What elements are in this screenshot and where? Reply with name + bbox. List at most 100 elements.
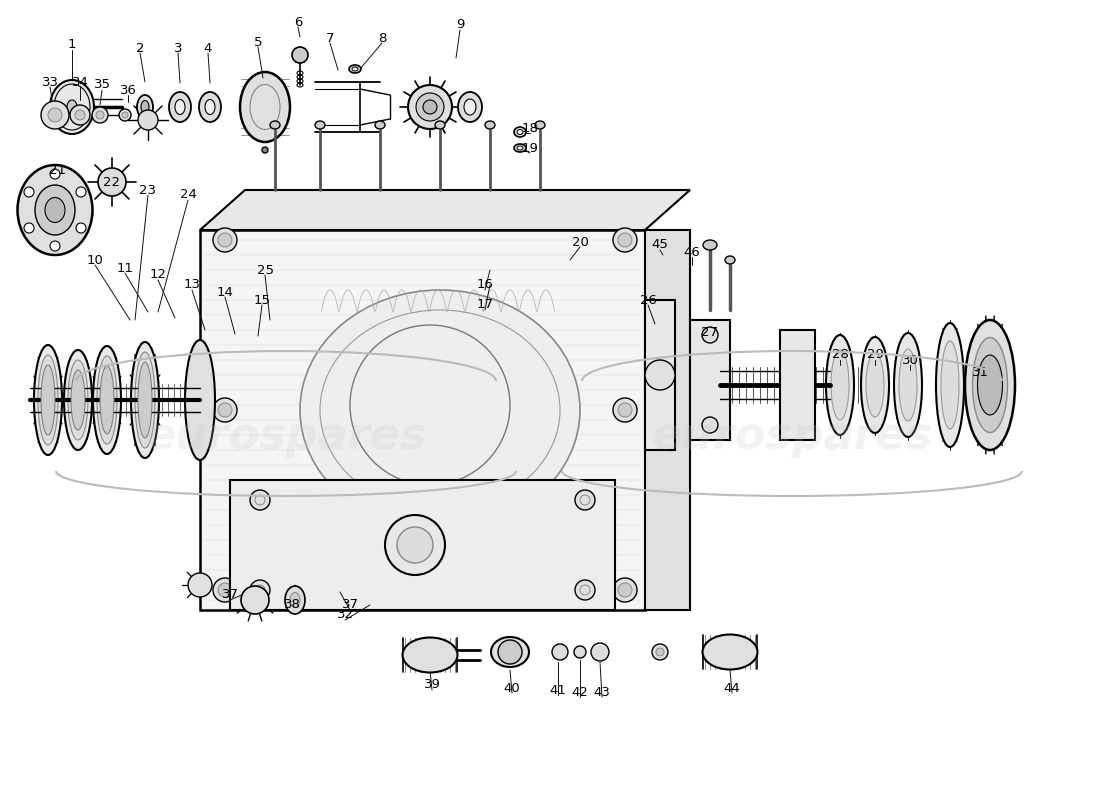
Text: 15: 15 xyxy=(253,294,271,306)
Text: 10: 10 xyxy=(87,254,103,266)
Circle shape xyxy=(250,580,270,600)
Ellipse shape xyxy=(240,72,290,142)
Ellipse shape xyxy=(45,198,65,222)
Bar xyxy=(690,320,730,440)
Circle shape xyxy=(385,515,446,575)
Circle shape xyxy=(613,398,637,422)
Ellipse shape xyxy=(464,99,476,115)
Ellipse shape xyxy=(100,366,114,434)
Ellipse shape xyxy=(703,634,758,670)
Ellipse shape xyxy=(940,341,959,429)
Circle shape xyxy=(241,586,270,614)
Text: 35: 35 xyxy=(94,78,110,91)
Ellipse shape xyxy=(97,356,117,444)
Ellipse shape xyxy=(50,80,94,134)
Text: 36: 36 xyxy=(120,83,136,97)
Ellipse shape xyxy=(375,121,385,129)
Circle shape xyxy=(119,109,131,121)
Circle shape xyxy=(656,648,664,656)
Ellipse shape xyxy=(514,144,526,152)
Ellipse shape xyxy=(35,185,75,235)
Ellipse shape xyxy=(403,638,458,673)
Circle shape xyxy=(552,644,568,660)
Text: 4: 4 xyxy=(204,42,212,54)
Text: 23: 23 xyxy=(140,183,156,197)
Text: eurospares: eurospares xyxy=(651,414,933,458)
Ellipse shape xyxy=(514,127,526,137)
Text: 19: 19 xyxy=(521,142,538,154)
Circle shape xyxy=(262,147,268,153)
Text: 5: 5 xyxy=(254,35,262,49)
Ellipse shape xyxy=(72,370,85,430)
Text: 22: 22 xyxy=(103,175,121,189)
Circle shape xyxy=(218,403,232,417)
Circle shape xyxy=(24,187,34,197)
Text: 26: 26 xyxy=(639,294,657,306)
Ellipse shape xyxy=(290,593,300,607)
Ellipse shape xyxy=(535,121,544,129)
Circle shape xyxy=(70,105,90,125)
Bar xyxy=(200,230,645,610)
Text: 3: 3 xyxy=(174,42,183,54)
Text: 7: 7 xyxy=(326,31,334,45)
Ellipse shape xyxy=(138,95,153,119)
Ellipse shape xyxy=(64,350,92,450)
Ellipse shape xyxy=(894,333,922,437)
Text: 37: 37 xyxy=(341,598,359,611)
Ellipse shape xyxy=(485,121,495,129)
Circle shape xyxy=(613,228,637,252)
Ellipse shape xyxy=(141,101,149,114)
Ellipse shape xyxy=(67,100,77,114)
Text: 44: 44 xyxy=(724,682,740,694)
Text: 17: 17 xyxy=(476,298,494,311)
Ellipse shape xyxy=(517,146,522,150)
Ellipse shape xyxy=(131,342,160,458)
Circle shape xyxy=(424,100,437,114)
Circle shape xyxy=(213,398,236,422)
Circle shape xyxy=(98,168,126,196)
Text: 12: 12 xyxy=(150,269,166,282)
Bar xyxy=(230,480,615,610)
Ellipse shape xyxy=(135,352,155,448)
Ellipse shape xyxy=(936,323,964,447)
Text: 31: 31 xyxy=(971,366,989,378)
Polygon shape xyxy=(645,230,690,610)
Text: 20: 20 xyxy=(572,235,588,249)
Circle shape xyxy=(574,646,586,658)
Text: 16: 16 xyxy=(476,278,494,291)
Circle shape xyxy=(618,403,632,417)
Text: 42: 42 xyxy=(572,686,588,698)
Text: 38: 38 xyxy=(284,598,300,611)
Text: 34: 34 xyxy=(72,75,88,89)
Text: 28: 28 xyxy=(832,349,848,362)
Circle shape xyxy=(416,93,444,121)
Text: 11: 11 xyxy=(117,262,133,274)
Ellipse shape xyxy=(352,67,358,71)
Bar xyxy=(645,300,675,450)
Text: 46: 46 xyxy=(683,246,701,258)
Text: 24: 24 xyxy=(179,189,197,202)
Ellipse shape xyxy=(866,353,884,417)
Ellipse shape xyxy=(517,130,522,134)
Circle shape xyxy=(188,573,212,597)
Ellipse shape xyxy=(185,340,214,460)
Circle shape xyxy=(138,110,158,130)
Circle shape xyxy=(218,233,232,247)
Text: 25: 25 xyxy=(256,263,274,277)
Text: eurospares: eurospares xyxy=(145,414,427,458)
Text: 9: 9 xyxy=(455,18,464,31)
Text: 8: 8 xyxy=(377,31,386,45)
Circle shape xyxy=(618,583,632,597)
Ellipse shape xyxy=(138,362,152,438)
Polygon shape xyxy=(200,190,690,230)
Ellipse shape xyxy=(458,92,482,122)
Ellipse shape xyxy=(41,365,55,435)
Text: 43: 43 xyxy=(594,686,610,698)
Ellipse shape xyxy=(94,346,121,454)
Ellipse shape xyxy=(39,355,58,445)
Ellipse shape xyxy=(830,350,849,420)
Ellipse shape xyxy=(169,92,191,122)
Circle shape xyxy=(96,111,104,119)
Text: 14: 14 xyxy=(217,286,233,298)
Ellipse shape xyxy=(861,337,889,433)
